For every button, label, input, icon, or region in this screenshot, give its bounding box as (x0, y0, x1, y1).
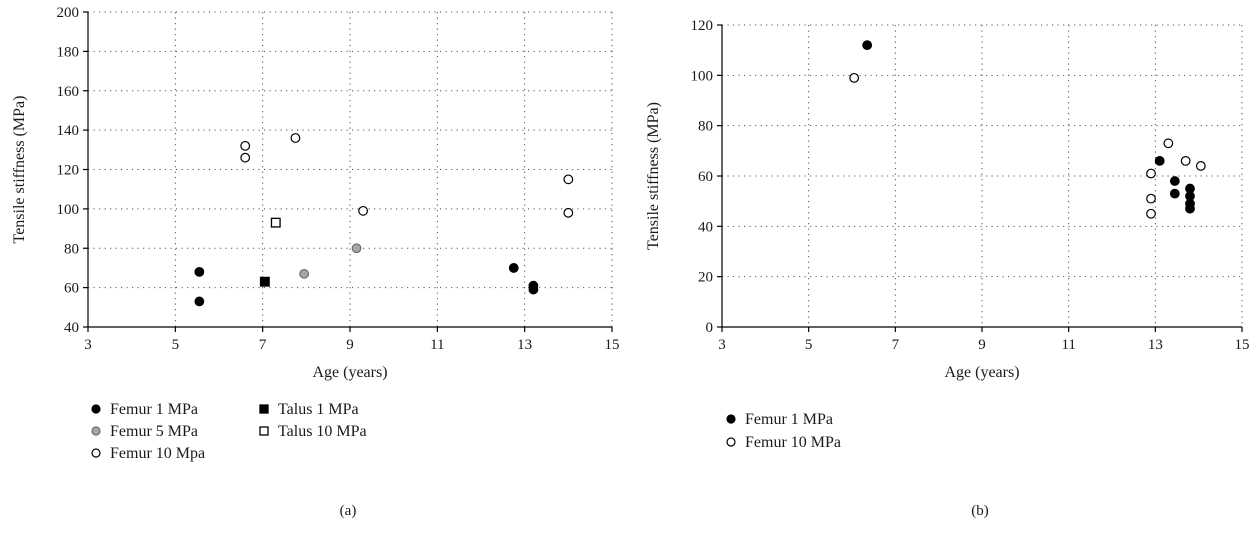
data-point-femur-10-mpa (849, 72, 860, 83)
data-point-femur-1-mpa (1169, 176, 1180, 186)
y-tick-label: 80 (64, 241, 79, 257)
y-tick-label: 200 (57, 5, 80, 21)
grid (722, 24, 1243, 327)
x-tick-label: 5 (172, 337, 180, 353)
y-axis-title: Tensile stiffness (MPa) (645, 102, 662, 250)
legend-label: Talus 1 MPa (278, 401, 359, 418)
data-point-femur-1-mpa (194, 296, 205, 307)
x-tick-label: 7 (892, 337, 900, 353)
x-tick-label: 7 (259, 337, 267, 353)
chart-panel-a: 40 60 80 100 120 140 160 180 200 3 5 7 9 11 13 15 Age (y… (11, 5, 620, 519)
legend-marker (91, 448, 101, 458)
data-point-femur-10-mpa (290, 133, 301, 143)
legend-label: Femur 10 MPa (745, 434, 841, 451)
data-point-talus-10-mpa (270, 217, 281, 228)
legend-label: Femur 1 MPa (110, 401, 198, 418)
x-tick-label: 15 (1235, 337, 1250, 353)
x-tick-label: 3 (718, 337, 726, 353)
legend-item: Femur 10 Mpa (91, 445, 205, 462)
y-tick-label: 60 (698, 169, 713, 185)
data-point-femur-10-mpa (1180, 155, 1191, 166)
data-point-femur-10-mpa (1146, 168, 1156, 179)
legend: Femur 1 MPa Femur 5 MPa Femur 10 Mpa Talus … (91, 401, 367, 462)
y-tick-label: 140 (57, 123, 80, 139)
x-tick-label: 11 (430, 337, 444, 353)
legend-marker (91, 426, 101, 436)
data-point-femur-1-mpa (1185, 203, 1195, 214)
x-tick-label: 9 (978, 337, 986, 353)
data-point-femur-10-mpa (563, 174, 574, 185)
x-tick-label: 3 (84, 337, 92, 353)
data-point-femur-10-mpa (1195, 161, 1206, 171)
y-tick-label: 20 (698, 270, 713, 286)
y-tick-label: 60 (64, 281, 79, 297)
legend: Femur 1 MPa Femur 10 MPa (726, 411, 841, 451)
legend-marker (259, 404, 269, 414)
data-point-femur-10-mpa (1146, 208, 1156, 219)
legend-label: Femur 5 MPa (110, 423, 198, 440)
legend-item: Femur 1 MPa (726, 411, 833, 428)
data-point-femur-1-mpa (1169, 188, 1180, 199)
y-tick-label: 80 (698, 119, 713, 135)
x-tick-label: 15 (605, 337, 620, 353)
y-tick-label: 0 (706, 320, 714, 336)
chart-panel-b: 0 20 40 60 80 100 120 3 5 7 9 11 13 15 Age (years) Tens… (645, 18, 1250, 519)
panel-label: (b) (971, 503, 989, 519)
x-tick-label: 5 (805, 337, 813, 353)
y-tick-label: 160 (57, 84, 80, 100)
x-tick-label: 9 (346, 337, 354, 353)
data-point-femur-10-mpa (358, 205, 369, 216)
data-point-femur-10-mpa (240, 140, 251, 151)
y-axis-title: Tensile stiffness (MPa) (11, 96, 28, 244)
data-point-femur-1-mpa (862, 40, 873, 51)
data-point-femur-10-mpa (563, 207, 574, 218)
y-tick-label: 40 (64, 320, 79, 336)
y-tick-label: 100 (691, 68, 714, 84)
y-tick-label: 180 (57, 44, 80, 60)
data-point-femur-1-mpa (1154, 155, 1165, 166)
x-axis-title: Age (years) (944, 364, 1019, 381)
data-point-femur-10-mpa (1146, 193, 1156, 204)
panel-label: (a) (340, 503, 357, 519)
data-point-femur-1-mpa (194, 266, 205, 277)
legend-item: Talus 10 MPa (259, 423, 367, 440)
data-points (849, 40, 1206, 219)
y-tick-label: 100 (57, 202, 80, 218)
data-point-femur-1-mpa (528, 284, 539, 295)
data-point-femur-5-mpa (351, 243, 362, 254)
data-point-talus-1-mpa (259, 276, 270, 287)
y-tick-label: 120 (691, 18, 714, 34)
legend-marker (726, 437, 736, 447)
legend-item: Femur 1 MPa (91, 401, 198, 418)
legend-marker (91, 404, 101, 414)
x-axis-title: Age (years) (312, 364, 387, 381)
x-tick-label: 13 (1148, 337, 1163, 353)
y-tick-label: 40 (698, 219, 713, 235)
legend-item: Femur 5 MPa (91, 423, 198, 440)
x-tick-label: 13 (517, 337, 532, 353)
y-tick-label: 120 (57, 163, 80, 179)
data-point-femur-1-mpa (508, 263, 519, 273)
legend-item: Femur 10 MPa (726, 434, 841, 451)
grid (88, 11, 613, 327)
x-tick-label: 11 (1061, 337, 1075, 353)
data-point-femur-5-mpa (299, 268, 310, 279)
data-point-femur-10-mpa (240, 152, 251, 163)
legend-marker (726, 414, 736, 424)
legend-marker (259, 426, 269, 436)
legend-label: Femur 1 MPa (745, 411, 833, 428)
data-points (194, 133, 574, 307)
legend-label: Talus 10 MPa (278, 423, 367, 440)
legend-label: Femur 10 Mpa (110, 445, 205, 462)
legend-item: Talus 1 MPa (259, 401, 359, 418)
data-point-femur-10-mpa (1163, 138, 1174, 149)
